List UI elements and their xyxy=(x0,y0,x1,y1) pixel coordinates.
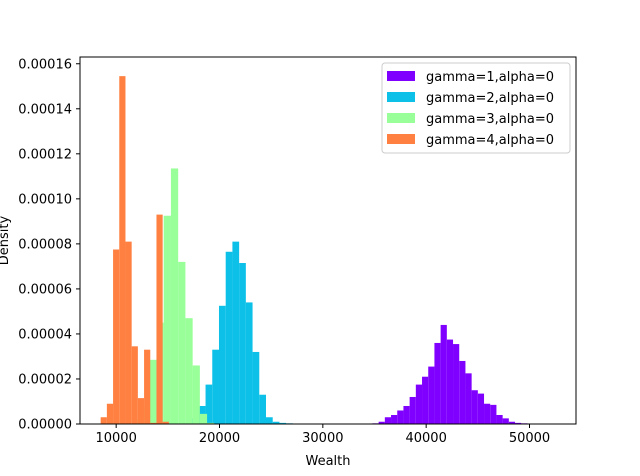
legend-entry-label: gamma=1,alpha=0 xyxy=(426,70,554,85)
histogram-bar-series-2 xyxy=(218,305,226,424)
histogram-bar-series-2 xyxy=(279,422,287,424)
histogram-bar-series-4 xyxy=(156,214,163,424)
histogram-bar-series-1 xyxy=(459,360,466,424)
histogram-bar-series-2 xyxy=(259,394,266,424)
histogram-bar-series-3 xyxy=(178,261,186,424)
y-tick-label: 0.00006 xyxy=(18,282,72,297)
histogram-bar-series-1 xyxy=(391,414,398,424)
legend-swatch xyxy=(387,92,415,102)
histogram-bar-series-1 xyxy=(403,405,410,424)
histogram-bar-series-1 xyxy=(496,414,503,424)
x-tick-label: 50000 xyxy=(509,431,550,446)
legend-box xyxy=(381,62,571,154)
histogram-bar-series-4 xyxy=(106,403,114,424)
y-tick-label: 0.00012 xyxy=(18,147,72,162)
legend-entry-label: gamma=3,alpha=0 xyxy=(426,112,554,127)
histogram-bar-series-1 xyxy=(471,390,478,424)
histogram-bar-series-2 xyxy=(266,417,273,424)
y-tick-label: 0.00016 xyxy=(18,57,72,72)
legend-swatch xyxy=(387,71,415,81)
legend-swatch xyxy=(387,134,415,144)
histogram-bar-series-1 xyxy=(440,324,447,424)
histogram-bar-series-1 xyxy=(490,404,497,424)
histogram-bar-series-1 xyxy=(428,366,435,424)
y-tick-label: 0.00000 xyxy=(18,418,72,433)
legend: gamma=1,alpha=0 gamma=2,alpha=0 gamma=3,al… xyxy=(381,62,571,154)
histogram-bar-series-1 xyxy=(465,373,472,424)
legend-entry-label: gamma=4,alpha=0 xyxy=(426,133,554,148)
y-axis: 0.00000 0.00002 0.00004 0.00006 0.00008 0.000… xyxy=(18,57,80,433)
histogram-bar-series-4 xyxy=(113,249,120,424)
histogram-bar-series-2 xyxy=(225,251,233,424)
histogram-bar-series-1 xyxy=(484,403,491,424)
x-axis: 10000 20000 30000 40000 50000 xyxy=(95,424,550,446)
histogram-bar-series-3 xyxy=(192,365,200,424)
histogram-bar-series-1 xyxy=(422,376,429,424)
y-tick-label: 0.00014 xyxy=(18,102,72,117)
y-tick-label: 0.00002 xyxy=(18,372,72,387)
legend-swatch xyxy=(387,113,415,123)
histogram-bar-series-1 xyxy=(508,421,516,424)
histogram-bar-series-1 xyxy=(384,417,392,424)
histogram-bar-series-2 xyxy=(252,351,260,424)
histogram-bar-series-3 xyxy=(163,215,171,424)
histogram-bar-series-4 xyxy=(119,76,126,425)
histogram-bar-series-3 xyxy=(207,422,215,424)
histogram-bar-series-3 xyxy=(149,359,157,424)
histogram-bar-series-2 xyxy=(245,302,253,424)
histogram-bar-series-1 xyxy=(409,396,416,424)
y-axis-label: Density xyxy=(0,215,12,265)
x-tick-label: 40000 xyxy=(405,431,446,446)
histogram-bar-series-2 xyxy=(232,241,240,424)
histogram-bar-series-1 xyxy=(378,421,385,424)
x-axis-label: Wealth xyxy=(305,454,350,469)
histogram-bar-series-1 xyxy=(397,410,404,424)
bars-layer xyxy=(100,76,559,425)
x-tick-label: 20000 xyxy=(199,431,240,446)
histogram-bar-series-1 xyxy=(446,339,454,424)
histogram-bar-series-1 xyxy=(453,344,460,424)
histogram-bar-series-3 xyxy=(185,318,193,424)
histogram-bar-series-2 xyxy=(239,263,246,424)
histogram-bar-series-1 xyxy=(515,422,522,424)
histogram-bar-series-1 xyxy=(477,393,485,424)
histogram-bar-series-3 xyxy=(170,168,179,424)
histogram-bar-series-4 xyxy=(131,346,138,424)
histogram-bar-series-1 xyxy=(434,342,441,424)
histogram-bar-series-4 xyxy=(150,422,157,424)
axes-frame xyxy=(79,56,577,425)
x-tick-label: 10000 xyxy=(95,431,136,446)
histogram-bar-series-2 xyxy=(212,349,219,424)
y-tick-label: 0.00004 xyxy=(18,327,72,342)
legend-entry-label: gamma=2,alpha=0 xyxy=(426,91,554,106)
histogram-bar-series-4 xyxy=(137,398,145,424)
histogram-bar-series-4 xyxy=(125,241,132,424)
histogram-bar-series-4 xyxy=(144,349,151,424)
x-tick-label: 30000 xyxy=(302,431,343,446)
y-tick-label: 0.00008 xyxy=(18,237,72,252)
histogram-bar-series-2 xyxy=(272,421,280,424)
histogram-bar-series-1 xyxy=(415,384,423,424)
histogram-bar-series-4 xyxy=(100,417,107,424)
histogram-bar-series-4 xyxy=(162,421,169,424)
y-tick-label: 0.00010 xyxy=(18,192,72,207)
histogram-bar-series-3 xyxy=(199,413,208,424)
histogram-bar-series-2 xyxy=(205,384,213,424)
histogram-bar-series-1 xyxy=(502,418,509,424)
